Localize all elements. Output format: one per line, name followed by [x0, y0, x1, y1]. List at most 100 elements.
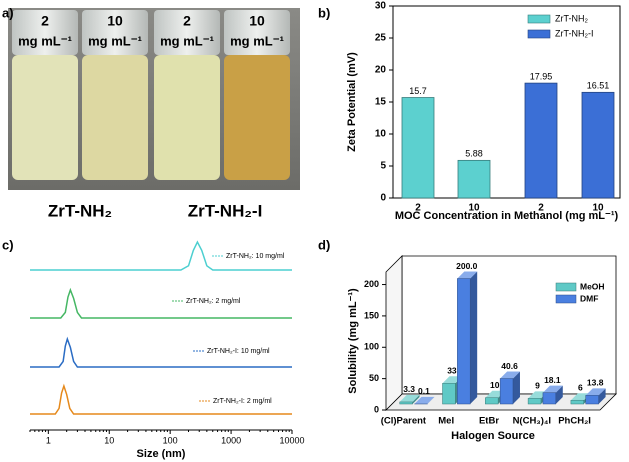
vial-label: mg mL⁻¹ — [160, 33, 214, 48]
bar-3d — [585, 388, 606, 405]
value-label: 6 — [578, 382, 583, 392]
group-label: ZrT-NH₂ — [48, 201, 112, 220]
panel-label: c) — [2, 237, 14, 252]
bar-face — [427, 396, 435, 404]
value-label: 15.7 — [409, 86, 427, 96]
y-tick-label: 0 — [374, 404, 379, 414]
bar-face — [457, 271, 478, 279]
bar — [401, 97, 435, 199]
y-axis-label: Zeta Potential (mV) — [346, 52, 358, 152]
value-label: 16.51 — [587, 81, 610, 91]
bar — [581, 91, 615, 199]
bar-face — [585, 395, 599, 405]
x-tick-label: 10 — [468, 203, 480, 214]
x-tick-label: PhCH₂I — [558, 416, 591, 427]
bar-face — [485, 397, 499, 405]
y-tick-label: 100 — [364, 342, 379, 352]
y-tick-label: 0 — [380, 193, 386, 204]
bar-face — [500, 371, 520, 379]
dls-curve — [30, 336, 292, 368]
legend-swatch — [555, 282, 577, 292]
bar-face — [555, 385, 563, 404]
dls-curve — [30, 240, 292, 271]
y-tick-label: 20 — [375, 65, 387, 76]
photo: 2 mg mL⁻¹ 10 mg mL⁻¹ 2 mg mL⁻¹ 10 mg mL⁻… — [8, 8, 300, 220]
vial-label: 10 — [249, 13, 265, 29]
value-label: 0.1 — [418, 386, 430, 396]
bar-face — [542, 385, 563, 393]
bar-face — [457, 278, 471, 405]
bar-face — [512, 371, 520, 404]
bar-face — [412, 394, 420, 404]
bar-face — [442, 383, 456, 405]
legend-label: ZrT-NH₂-I — [555, 28, 593, 38]
y-tick-label: 5 — [380, 161, 386, 172]
legend-label: ZrT-NH₂ — [555, 13, 588, 23]
value-label: 5.88 — [465, 149, 483, 159]
vials — [12, 10, 290, 180]
series-label: ZrT-NH₂: 10 mg/ml — [226, 253, 285, 260]
x-tick-label: N(CH₃)₄I — [513, 416, 551, 427]
bar-3d — [414, 396, 435, 405]
y-tick-label: 10 — [375, 129, 387, 140]
bar-face — [399, 401, 413, 405]
side-wall — [385, 255, 403, 411]
series-label: ZrT-NH₂-I: 10 mg/ml — [207, 348, 270, 355]
x-axis-label: Size (nm) — [137, 448, 186, 460]
value-label: 10 — [490, 380, 500, 390]
x-tick-label: EtBr — [479, 416, 499, 427]
legend-swatch — [527, 14, 551, 24]
bar-face — [585, 388, 606, 396]
y-axis-label: Solubility (mg mL⁻¹) — [347, 288, 359, 394]
bar-face — [598, 388, 606, 404]
panel-label: b) — [318, 5, 330, 20]
series-label: ZrT-NH₂-I: 2 mg/ml — [213, 398, 272, 405]
x-tick-label: 10000 — [279, 435, 304, 445]
x-axis-label: Halogen Source — [451, 430, 535, 442]
bar-face — [470, 271, 478, 404]
y-tick-label: 50 — [369, 373, 379, 383]
y-tick-label: 150 — [364, 310, 379, 320]
bar-3d — [399, 394, 420, 405]
x-axis-label: MOC Concentration in Methanol (mg mL⁻¹) — [395, 210, 619, 222]
x-tick-label: 10 — [104, 435, 114, 445]
vial-liquid — [224, 55, 290, 180]
vial-top — [82, 10, 148, 55]
value-label: 200.0 — [456, 261, 478, 271]
x-tick-label: 1 — [46, 435, 51, 445]
bar-face — [570, 393, 591, 401]
dls-curve — [30, 383, 292, 415]
x-tick-label: MeI — [438, 416, 454, 427]
value-label: 33 — [447, 366, 457, 376]
x-tick-label: 100 — [163, 435, 178, 445]
panel-label: a) — [2, 5, 14, 20]
x-tick-label: 10 — [592, 203, 604, 214]
bar-face — [499, 378, 514, 405]
y-tick-label: 200 — [364, 279, 379, 289]
vial-top — [12, 10, 78, 55]
y-tick-label: 30 — [375, 1, 387, 12]
series-label: ZrT-NH₂: 2 mg/ml — [186, 298, 241, 305]
value-label: 9 — [535, 381, 540, 391]
x-tick-label: 2 — [538, 203, 544, 214]
dls-curve — [30, 287, 292, 319]
x-tick-label: 2 — [415, 203, 421, 214]
bar — [524, 82, 558, 199]
value-label: 18.1 — [544, 375, 561, 385]
legend-label: MeOH — [580, 281, 605, 291]
legend-swatch — [555, 294, 577, 304]
bar-face — [414, 396, 435, 404]
y-tick-label: 15 — [375, 97, 387, 108]
y-tick-label: 25 — [375, 33, 387, 44]
vial-label: 10 — [107, 13, 123, 29]
x-tick-label: 1000 — [221, 435, 241, 445]
vial-label: 2 — [41, 13, 49, 29]
panel-label: d) — [318, 237, 330, 252]
vial-liquid — [154, 55, 220, 180]
bar-face — [399, 394, 420, 402]
bar-3d — [499, 371, 520, 405]
vial-top — [154, 10, 220, 55]
vial-top — [224, 10, 290, 55]
value-label: 40.6 — [501, 361, 518, 371]
value-label: 17.95 — [530, 71, 553, 81]
